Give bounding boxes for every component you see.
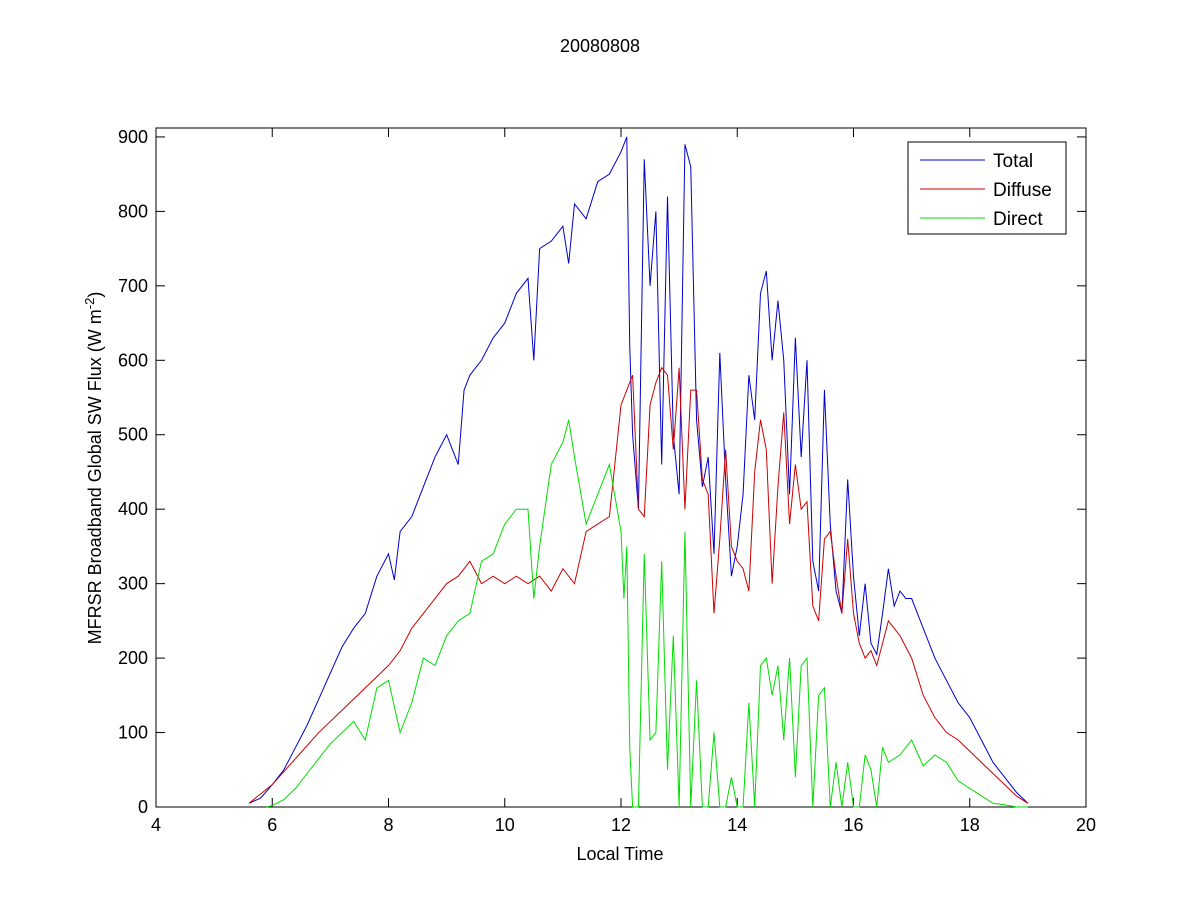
y-axis-label: MFRSR Broadband Global SW Flux (W m-2)	[82, 292, 105, 645]
series-line-total	[248, 136, 1029, 804]
y-tick-label: 300	[118, 574, 148, 594]
x-tick-label: 4	[151, 815, 161, 835]
x-tick-label: 6	[267, 815, 277, 835]
x-tick-label: 18	[960, 815, 980, 835]
chart-title: 20080808	[560, 36, 640, 56]
x-tick-label: 8	[383, 815, 393, 835]
legend-label-total: Total	[993, 151, 1033, 172]
x-tick-label: 10	[495, 815, 515, 835]
legend-label-direct: Direct	[993, 209, 1043, 230]
y-axis-label-superscript: -2	[82, 298, 97, 310]
legend-box	[907, 141, 1067, 235]
x-tick-label: 12	[611, 815, 631, 835]
series-line-diffuse	[248, 366, 1029, 804]
x-tick-label: 20	[1076, 815, 1096, 835]
y-tick-label: 0	[138, 797, 148, 817]
axis-ticks: 4 6 8 10 12 14 16 18 200100200300400500600700800…	[118, 127, 1096, 835]
y-tick-label: 800	[118, 201, 148, 221]
series-line-direct	[266, 419, 1028, 808]
y-tick-label: 200	[118, 648, 148, 668]
legend: Total Diffuse Direct	[907, 141, 1067, 235]
y-tick-label: 900	[118, 127, 148, 147]
x-tick-label: 14	[727, 815, 747, 835]
y-tick-label: 500	[118, 425, 148, 445]
plot-area	[155, 127, 1087, 808]
series-lines	[248, 136, 1029, 808]
y-tick-label: 700	[118, 276, 148, 296]
x-axis-label: Local Time	[576, 844, 663, 864]
y-tick-label: 600	[118, 350, 148, 370]
x-tick-label: 16	[843, 815, 863, 835]
legend-label-diffuse: Diffuse	[993, 180, 1052, 201]
y-tick-label: 100	[118, 723, 148, 743]
y-tick-label: 400	[118, 499, 148, 519]
